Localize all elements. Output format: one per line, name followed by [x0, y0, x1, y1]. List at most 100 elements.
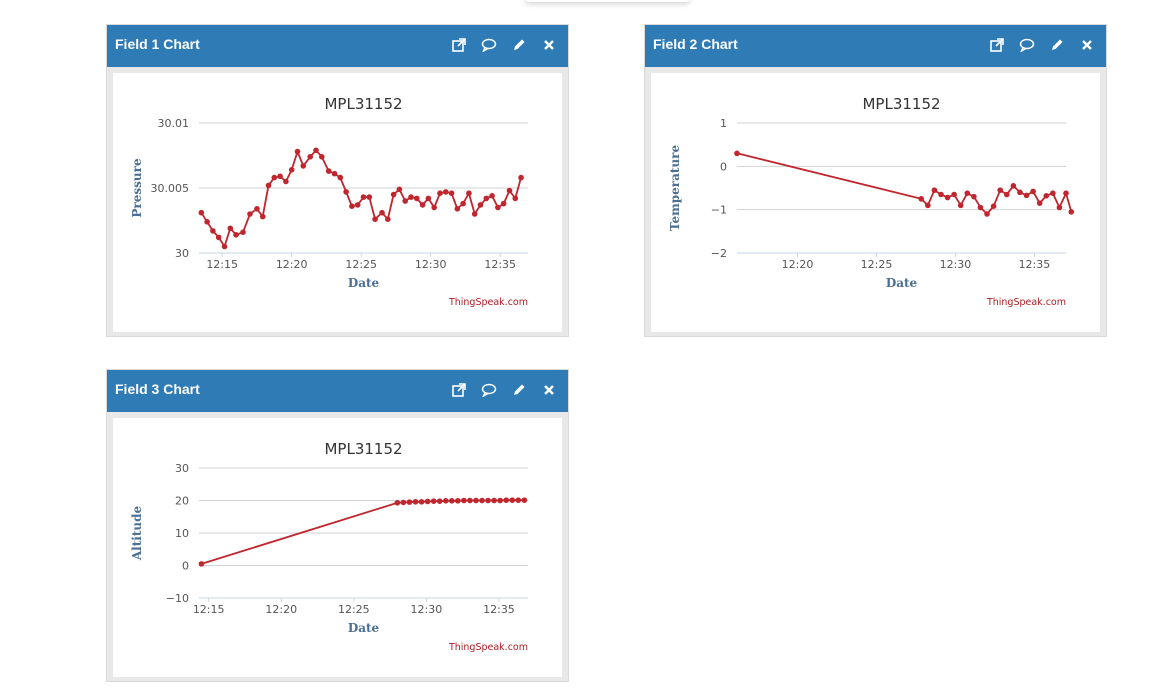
data-point: [448, 190, 455, 196]
data-point: [518, 174, 524, 181]
data-point: [436, 498, 443, 504]
chart-title: MPL31152: [862, 95, 940, 113]
y-tick-label: 1: [720, 117, 727, 130]
data-point: [944, 194, 951, 201]
data-point: [366, 194, 373, 200]
data-point: [198, 561, 205, 567]
y-axis-label: Altitude: [130, 506, 144, 562]
data-point: [271, 174, 278, 181]
data-point: [325, 168, 332, 174]
y-axis-label: Temperature: [668, 145, 682, 232]
data-point: [413, 195, 420, 202]
data-point: [254, 206, 260, 212]
data-point: [467, 497, 473, 504]
x-tick-label: 12:35: [483, 603, 515, 616]
y-tick-label: 0: [182, 560, 189, 573]
data-point: [500, 200, 507, 207]
edit-pencil-icon[interactable]: [1048, 36, 1066, 54]
data-point: [984, 211, 990, 217]
data-point: [473, 497, 479, 504]
data-point: [495, 204, 501, 211]
data-point: [233, 232, 239, 238]
x-tick-label: 12:30: [411, 603, 443, 616]
data-point: [497, 497, 503, 504]
close-icon[interactable]: [540, 381, 558, 399]
panel-title: Field 3 Chart: [115, 381, 200, 397]
external-link-icon[interactable]: [988, 36, 1006, 54]
data-point: [1036, 200, 1043, 206]
data-point: [385, 216, 391, 222]
data-point: [418, 499, 425, 505]
data-point: [1030, 188, 1036, 195]
chart-title: MPL31152: [324, 95, 402, 113]
data-point: [360, 194, 367, 200]
comment-icon[interactable]: [480, 36, 498, 54]
series-line: [736, 152, 1073, 216]
field-2-chart-panel: Field 2 Chart MPL31152 1 0 −1 −2 12:20 12:25 12…: [644, 24, 1107, 337]
data-point: [265, 182, 272, 189]
y-tick-label: −2: [711, 247, 727, 260]
y-tick-label: 20: [175, 495, 189, 508]
y-tick-label: −10: [166, 592, 189, 605]
data-point: [294, 148, 301, 155]
data-point: [483, 195, 490, 202]
edit-pencil-icon[interactable]: [510, 381, 528, 399]
data-point: [349, 203, 355, 209]
chart-body: MPL31152 30 20 10 0 −10 12:15 12:20 12:25 12:30 12…: [113, 418, 562, 677]
data-point: [210, 228, 216, 234]
panel-title: Field 2 Chart: [653, 36, 738, 52]
edit-pencil-icon[interactable]: [510, 36, 528, 54]
data-point: [419, 202, 426, 208]
data-point: [247, 211, 253, 217]
y-tick-label: 30.005: [151, 182, 190, 195]
x-tick-label: 12:30: [940, 258, 972, 271]
data-point: [466, 190, 472, 196]
close-icon[interactable]: [540, 36, 558, 54]
data-point: [925, 202, 931, 209]
data-point: [512, 195, 519, 202]
x-axis-label: Date: [348, 621, 380, 635]
x-axis-label: Date: [348, 276, 380, 290]
y-tick-label: 30: [175, 462, 189, 475]
data-point: [1063, 190, 1069, 196]
data-point: [938, 191, 944, 198]
data-point: [394, 499, 401, 506]
data-point: [1043, 193, 1050, 199]
close-icon[interactable]: [1078, 36, 1096, 54]
data-point: [442, 189, 449, 195]
data-point: [400, 499, 407, 506]
panel-header: Field 1 Chart: [107, 25, 568, 67]
data-point: [734, 150, 740, 157]
chart-body: MPL31152 30 30.005 30.01 12:15 12:20 12:25 12:3…: [113, 73, 562, 332]
x-tick-label: 12:20: [276, 258, 308, 271]
data-point: [460, 200, 466, 207]
external-link-icon[interactable]: [450, 381, 468, 399]
data-point: [354, 202, 361, 208]
chart-svg: MPL31152 30 20 10 0 −10 12:15 12:20 12:25 12:30 12…: [130, 440, 528, 653]
data-point: [390, 191, 397, 198]
y-tick-label: 30.01: [158, 117, 190, 130]
data-point: [283, 178, 289, 185]
data-point: [412, 499, 419, 505]
data-point: [318, 154, 325, 160]
data-point: [343, 189, 349, 195]
external-link-icon[interactable]: [450, 36, 468, 54]
data-point: [479, 497, 485, 504]
credit-link: ThingSpeak.com: [986, 297, 1066, 308]
panel-header: Field 2 Chart: [645, 25, 1106, 67]
comment-icon[interactable]: [480, 381, 498, 399]
data-point: [957, 202, 964, 209]
data-point: [1010, 183, 1017, 189]
data-point: [402, 198, 409, 204]
panel-title: Field 1 Chart: [115, 36, 200, 52]
data-point: [437, 190, 443, 196]
data-point: [1056, 204, 1063, 211]
data-point: [313, 147, 319, 154]
panel-header: Field 3 Chart: [107, 370, 568, 412]
data-point: [221, 243, 228, 250]
comment-icon[interactable]: [1018, 36, 1036, 54]
data-point: [489, 193, 495, 199]
credit-link: ThingSpeak.com: [448, 642, 528, 653]
data-point: [918, 196, 925, 202]
data-point: [259, 213, 266, 220]
